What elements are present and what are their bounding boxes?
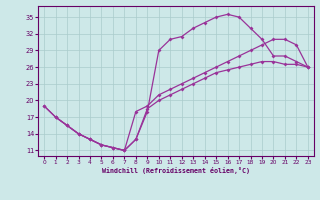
X-axis label: Windchill (Refroidissement éolien,°C): Windchill (Refroidissement éolien,°C)	[102, 167, 250, 174]
